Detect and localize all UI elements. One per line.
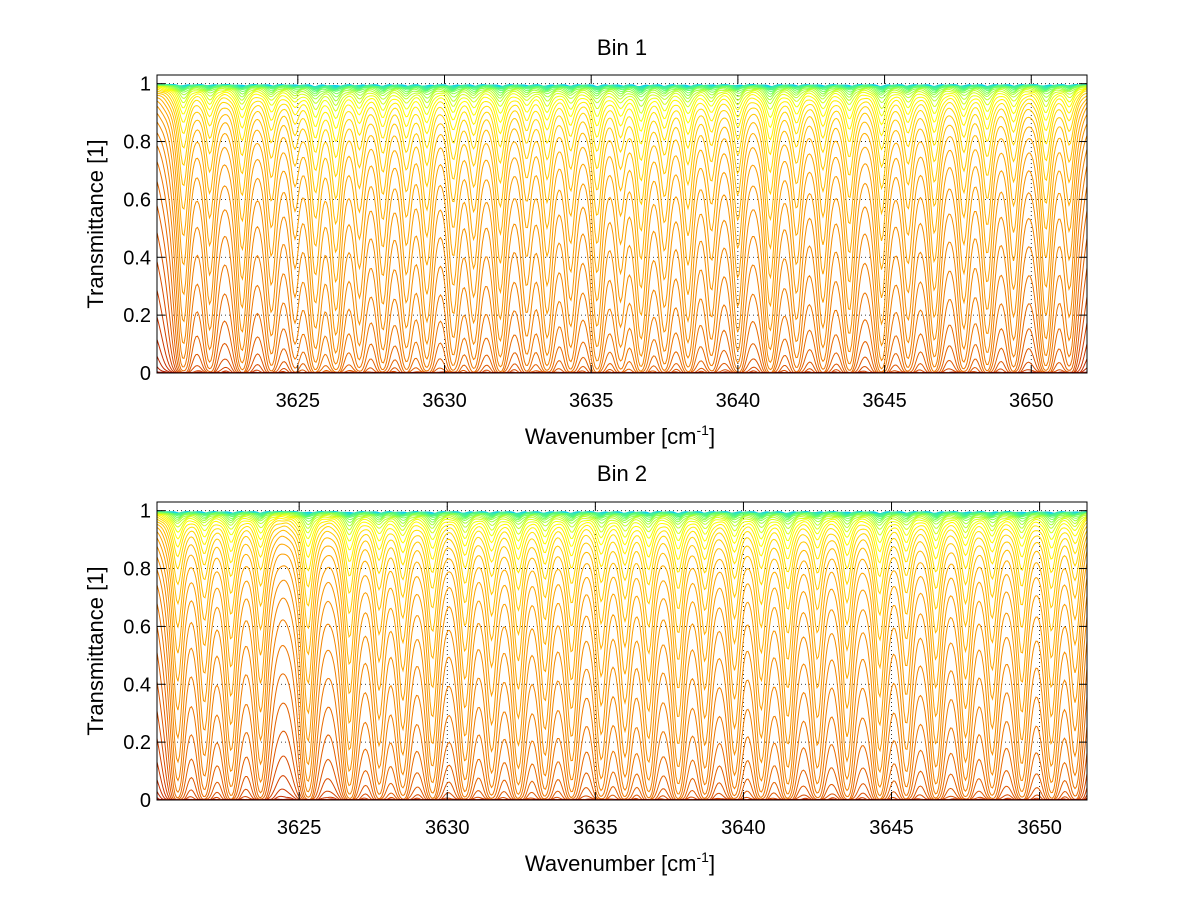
transmittance-series-line	[157, 145, 1087, 372]
y-tick-label: 0.8	[123, 132, 151, 154]
transmittance-series-line	[157, 84, 1087, 94]
transmittance-series-line	[157, 603, 1087, 800]
chart-title: Bin 1	[597, 35, 647, 60]
transmittance-series-line	[157, 511, 1087, 520]
x-tick-label: 3645	[869, 817, 914, 839]
y-tick-label: 0.8	[123, 559, 151, 581]
transmittance-series-line	[157, 85, 1087, 102]
x-tick-label: 3630	[425, 817, 470, 839]
grid-lines	[157, 75, 1087, 373]
transmittance-series-line	[157, 584, 1087, 797]
transmittance-series-line	[157, 94, 1087, 232]
tick-marks: 3625 3630 3635 3640 3645 3650 0 0.2 0.4 0.6 0.8 1	[123, 501, 1087, 839]
transmittance-series-line	[157, 132, 1087, 368]
y-tick-label: 1	[140, 74, 151, 96]
axes-frame	[156, 501, 1088, 801]
transmittance-series-line	[157, 513, 1087, 536]
y-tick-label: 0.4	[123, 674, 151, 696]
x-axis-label: Wavenumber [cm-1]	[525, 849, 715, 876]
transmittance-series-line	[157, 513, 1087, 544]
transmittance-series-line	[157, 87, 1087, 145]
transmittance-series-line	[157, 86, 1087, 122]
x-tick-label: 3625	[277, 817, 322, 839]
transmittance-series-line	[157, 511, 1087, 523]
x-tick-label: 3650	[1017, 817, 1062, 839]
transmittance-series-line	[157, 85, 1087, 108]
transmittance-series-line	[157, 625, 1087, 800]
transmittance-series-line	[157, 556, 1087, 774]
transmittance-series-line	[157, 511, 1087, 522]
x-tick-label: 3650	[1009, 390, 1054, 412]
y-tick-label: 0.6	[123, 616, 151, 638]
transmittance-series-line	[157, 84, 1087, 98]
transmittance-series-line	[157, 521, 1087, 617]
x-tick-label: 3645	[862, 390, 907, 412]
transmittance-series-line	[157, 161, 1087, 373]
x-tick-label: 3640	[716, 390, 761, 412]
transmittance-series-line	[157, 546, 1087, 753]
subplot-bin-2: 3625 3630 3635 3640 3645 3650 0 0.2 0.4 0.6 0.8 1 B…	[83, 461, 1088, 876]
transmittance-series-line	[157, 518, 1087, 595]
y-tick-label: 0.2	[123, 732, 151, 754]
y-tick-label: 0.6	[123, 189, 151, 211]
transmittance-series-line	[157, 526, 1087, 670]
y-tick-label: 0	[140, 790, 151, 812]
transmittance-series-line	[157, 105, 1087, 317]
transmittance-series-line	[157, 88, 1087, 162]
y-tick-label: 0.2	[123, 305, 151, 327]
transmittance-series-line	[157, 121, 1087, 357]
transmittance-series-line	[157, 513, 1087, 531]
transmittance-series-line	[157, 515, 1087, 564]
transmittance-series-line	[157, 537, 1087, 727]
transmittance-series-line	[157, 511, 1087, 518]
y-tick-label: 0.4	[123, 247, 151, 269]
transmittance-series-line	[157, 100, 1087, 289]
tick-marks: 3625 3630 3635 3640 3645 3650 0 0.2 0.4 0.6 0.8 1	[123, 74, 1087, 412]
transmittance-series-line	[157, 112, 1087, 340]
x-tick-label: 3625	[276, 390, 321, 412]
transmittance-series-line	[157, 512, 1087, 527]
transmittance-series-line	[157, 86, 1087, 132]
transmittance-series-line	[157, 97, 1087, 261]
transmittance-series-line	[157, 516, 1087, 578]
subplot-bin-1: 3625 3630 3635 3640 3645 3650 0 0.2 0.4 0.6 0.8 1 B…	[83, 35, 1088, 449]
transmittance-series-line	[157, 569, 1087, 788]
y-tick-label: 1	[140, 501, 151, 523]
transmittance-series-line	[157, 84, 1087, 95]
x-tick-label: 3635	[569, 390, 614, 412]
transmittance-series-line	[157, 85, 1087, 114]
x-tick-label: 3635	[573, 817, 618, 839]
x-tick-label: 3640	[721, 817, 766, 839]
x-tick-label: 3630	[422, 390, 467, 412]
y-axis-label: Transmittance [1]	[83, 566, 108, 735]
x-axis-label: Wavenumber [cm-1]	[525, 422, 715, 449]
transmittance-series-line	[157, 514, 1087, 553]
y-tick-label: 0	[140, 363, 151, 385]
transmittance-series-line	[157, 90, 1087, 182]
axes-frame	[156, 74, 1088, 374]
transmittance-series-line	[157, 531, 1087, 699]
transmittance-series-line	[157, 523, 1087, 642]
chart-title: Bin 2	[597, 461, 647, 486]
transmittance-series-line	[157, 84, 1087, 92]
transmittance-series-line	[157, 92, 1087, 206]
y-axis-label: Transmittance [1]	[83, 139, 108, 308]
